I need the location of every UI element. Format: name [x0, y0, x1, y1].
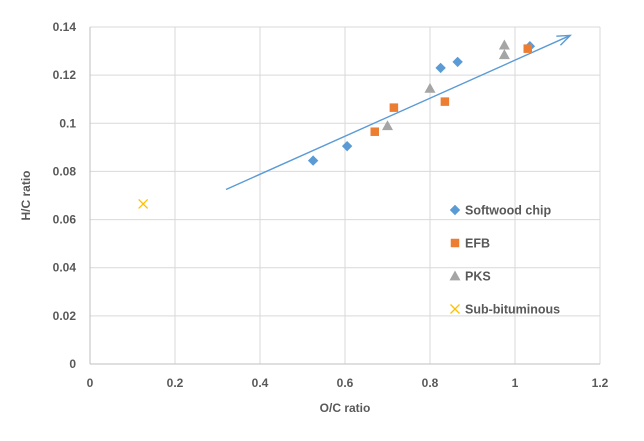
trend-arrow [225, 34, 573, 191]
legend-item-sub-bituminous: Sub-bituminous [450, 303, 560, 317]
axes: 0 0.02 0.04 0.06 0.08 0.1 0.12 0.14 0 0.2 0.4 0.6 0.… [53, 20, 609, 390]
trend-arrow-group [225, 34, 573, 191]
legend-label-sub-bituminous: Sub-bituminous [465, 303, 560, 317]
legend-label-softwood-chip: Softwood chip [465, 204, 551, 218]
legend-label-efb: EFB [465, 237, 490, 251]
point-pks [382, 120, 393, 131]
legend-item-pks: PKS [449, 270, 491, 284]
y-tick-label: 0.06 [53, 213, 77, 227]
y-tick-label: 0.14 [53, 20, 77, 34]
point-softwood-chip [307, 155, 319, 166]
legend-marker-sub-bituminous [450, 304, 460, 314]
x-tick-label: 1.2 [592, 376, 609, 390]
data-points [138, 39, 536, 209]
x-tick-label: 0.4 [252, 376, 269, 390]
y-tick-label: 0.02 [53, 309, 77, 323]
legend-marker-pks [449, 270, 461, 281]
legend-label-pks: PKS [465, 270, 491, 284]
x-tick-label: 0 [87, 376, 94, 390]
point-pks [498, 39, 510, 50]
legend-marker-efb [450, 238, 460, 248]
y-axis-title: H/C ratio [19, 170, 33, 220]
y-tick-label: 0.12 [53, 68, 77, 82]
x-axis-title: O/C ratio [320, 401, 371, 415]
point-pks [498, 49, 510, 60]
point-efb [370, 127, 379, 136]
point-pks [424, 82, 436, 93]
point-softwood-chip [435, 62, 446, 74]
y-tick-label: 0.04 [53, 261, 77, 275]
x-tick-label: 0.2 [167, 376, 184, 390]
legend-marker-softwood-chip [449, 204, 461, 216]
point-sub-bituminous [138, 198, 149, 209]
x-tick-label: 1 [512, 376, 519, 390]
y-tick-label: 0.08 [53, 164, 77, 178]
point-efb [523, 44, 532, 53]
point-softwood-chip [452, 56, 463, 68]
legend: Softwood chip EFB PKS Sub-bituminous [449, 204, 560, 317]
point-efb [389, 103, 399, 112]
point-efb [440, 97, 450, 106]
legend-item-efb: EFB [450, 237, 490, 251]
legend-item-softwood-chip: Softwood chip [449, 204, 551, 218]
y-tick-label: 0 [69, 357, 76, 371]
x-tick-label: 0.6 [337, 376, 354, 390]
point-softwood-chip [341, 140, 353, 152]
x-tick-label: 0.8 [422, 376, 439, 390]
y-tick-label: 0.1 [59, 116, 76, 130]
